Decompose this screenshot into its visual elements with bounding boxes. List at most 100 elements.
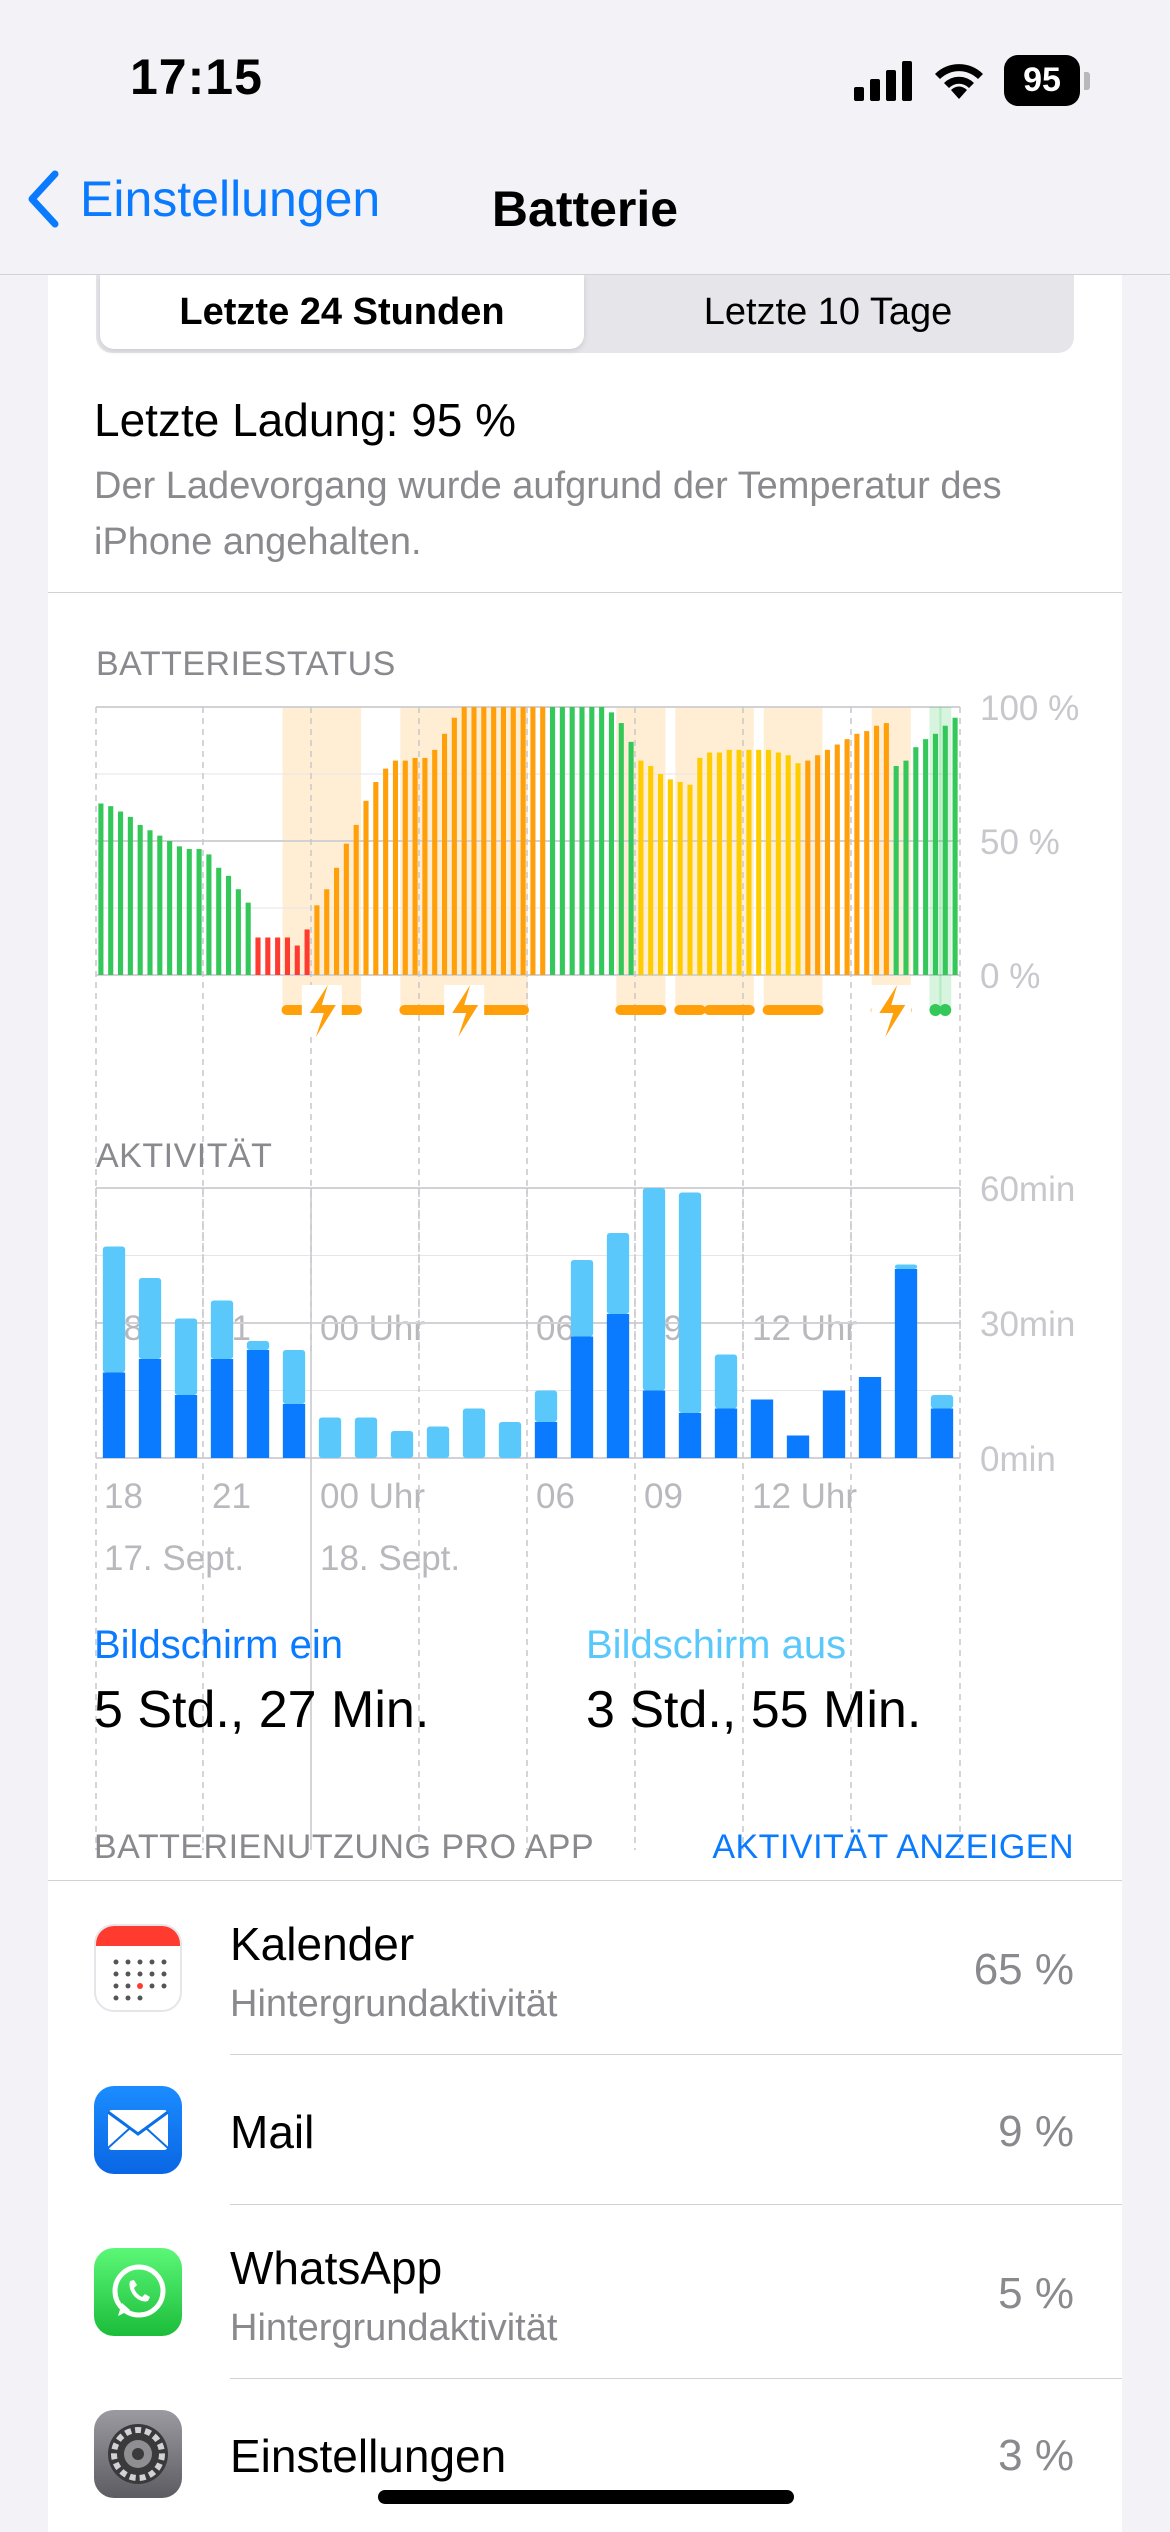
activity-bar-screen-off — [426, 1426, 450, 1458]
battery-bar — [726, 749, 732, 975]
green-dot — [939, 1004, 952, 1016]
mail-icon — [94, 2086, 182, 2174]
battery-bar — [412, 757, 418, 975]
cellular-signal-icon — [854, 60, 912, 101]
battery-bar — [913, 747, 919, 975]
battery-bar — [903, 760, 909, 975]
green-band — [929, 707, 942, 1007]
battery-bar — [824, 749, 831, 975]
battery-bar — [451, 717, 457, 975]
row-separator — [230, 2378, 1122, 2379]
battery-bar — [510, 707, 516, 975]
activity-bar-screen-on — [174, 1395, 198, 1458]
battery-bar — [893, 765, 899, 975]
activity-bar-screen-on — [102, 1372, 126, 1458]
battery-bar — [471, 707, 477, 975]
page-title-text: Batterie — [491, 181, 679, 237]
date-label: 17. Sept. — [104, 1539, 244, 1578]
battery-bar — [108, 806, 114, 975]
battery-bar — [127, 816, 133, 975]
battery-bar — [117, 811, 124, 975]
status-time: 17:15 — [130, 49, 263, 105]
battery-bar — [383, 768, 389, 975]
divider — [48, 1880, 1122, 1881]
app-row-kalender[interactable]: Kalender Hintergrundaktivität 65 % — [48, 1881, 1122, 2055]
segment-last-10-days[interactable]: Letzte 10 Tage — [703, 290, 953, 333]
activity-label: AKTIVITÄT — [96, 1137, 273, 1175]
battery-bar — [697, 757, 703, 975]
battery-bar — [549, 707, 556, 975]
green-dot — [929, 1004, 942, 1016]
battery-bar — [304, 929, 310, 975]
app-percentage: 5 % — [998, 2269, 1074, 2318]
x-tick-label: 09 — [644, 1477, 683, 1516]
battery-bar — [235, 889, 241, 975]
battery-bar — [736, 749, 742, 975]
x-tick-label: 06 — [536, 1309, 575, 1348]
battery-bar — [599, 707, 605, 975]
battery-bar — [834, 744, 840, 975]
app-percentage: 65 % — [973, 1945, 1074, 1994]
battery-bar — [756, 749, 762, 975]
activity-bar-screen-off — [894, 1264, 918, 1269]
battery-bar — [343, 843, 349, 975]
back-button[interactable]: Einstellungen — [26, 170, 380, 228]
battery-bar — [422, 757, 428, 975]
battery-bar — [923, 739, 929, 975]
show-activity-button[interactable]: AKTIVITÄT ANZEIGEN — [712, 1828, 1074, 1866]
x-tick-label: 00 Uhr — [320, 1477, 425, 1516]
battery-bar — [186, 849, 192, 975]
divider — [48, 592, 1122, 593]
y-tick-label: 50 % — [980, 823, 1060, 862]
status-icons: 95 — [854, 55, 1090, 106]
activity-bar-screen-on — [534, 1422, 558, 1458]
charging-band — [763, 707, 823, 1007]
segment-last-24-hours[interactable]: Letzte 24 Stunden — [100, 275, 584, 349]
activity-bar-screen-on — [822, 1390, 846, 1458]
battery-nub — [1084, 71, 1090, 90]
battery-bar — [579, 707, 585, 975]
usage-per-app-header: BATTERIENUTZUNG PRO APP — [94, 1828, 595, 1866]
y-tick-label: 100 % — [980, 689, 1079, 728]
activity-bar-screen-off — [318, 1417, 342, 1458]
activity-bar-screen-off — [678, 1192, 702, 1413]
activity-bar-screen-on — [282, 1404, 306, 1458]
battery-bar — [657, 774, 664, 975]
battery-bar — [196, 849, 202, 975]
battery-bar — [284, 937, 291, 975]
battery-bar — [176, 846, 183, 975]
battery-bar — [805, 760, 811, 975]
battery-bar — [481, 707, 487, 975]
activity-bar-screen-on — [894, 1269, 918, 1458]
x-tick-label: 12 Uhr — [752, 1309, 857, 1348]
app-name: Mail — [230, 2106, 315, 2158]
activity-bar-screen-off — [714, 1354, 738, 1409]
navigation-bar: Einstellungen Batterie — [0, 150, 1170, 275]
app-row-whatsapp[interactable]: WhatsApp Hintergrundaktivität 5 % — [48, 2205, 1122, 2379]
battery-bar — [638, 760, 644, 975]
battery-bar — [324, 889, 330, 975]
charging-bolt-icon — [309, 985, 336, 1037]
battery-bar — [432, 749, 438, 975]
app-row-einstellungen[interactable]: Einstellungen 3 % — [48, 2379, 1122, 2529]
battery-bar — [157, 835, 163, 975]
battery-bar — [775, 752, 781, 975]
activity-bar-screen-on — [930, 1408, 954, 1458]
charging-bolt-icon — [879, 985, 906, 1037]
charge-note: Der Ladevorgang wurde aufgrund der Tempe… — [94, 465, 1002, 563]
app-name: Einstellungen — [230, 2430, 507, 2482]
x-tick-label: 06 — [536, 1477, 575, 1516]
activity-bar-screen-on — [246, 1350, 270, 1458]
wifi-icon — [935, 63, 983, 99]
x-tick-label: 12 Uhr — [752, 1477, 857, 1516]
activity-bar-screen-on — [606, 1314, 630, 1458]
battery-bar — [785, 755, 791, 975]
battery-bar — [667, 779, 673, 975]
x-tick-label: 21 — [212, 1477, 251, 1516]
battery-bar — [540, 707, 546, 975]
battery-bar — [275, 937, 281, 975]
activity-bar-screen-on — [642, 1390, 666, 1458]
battery-bar — [952, 717, 958, 975]
app-row-mail[interactable]: Mail 9 % — [48, 2055, 1122, 2205]
